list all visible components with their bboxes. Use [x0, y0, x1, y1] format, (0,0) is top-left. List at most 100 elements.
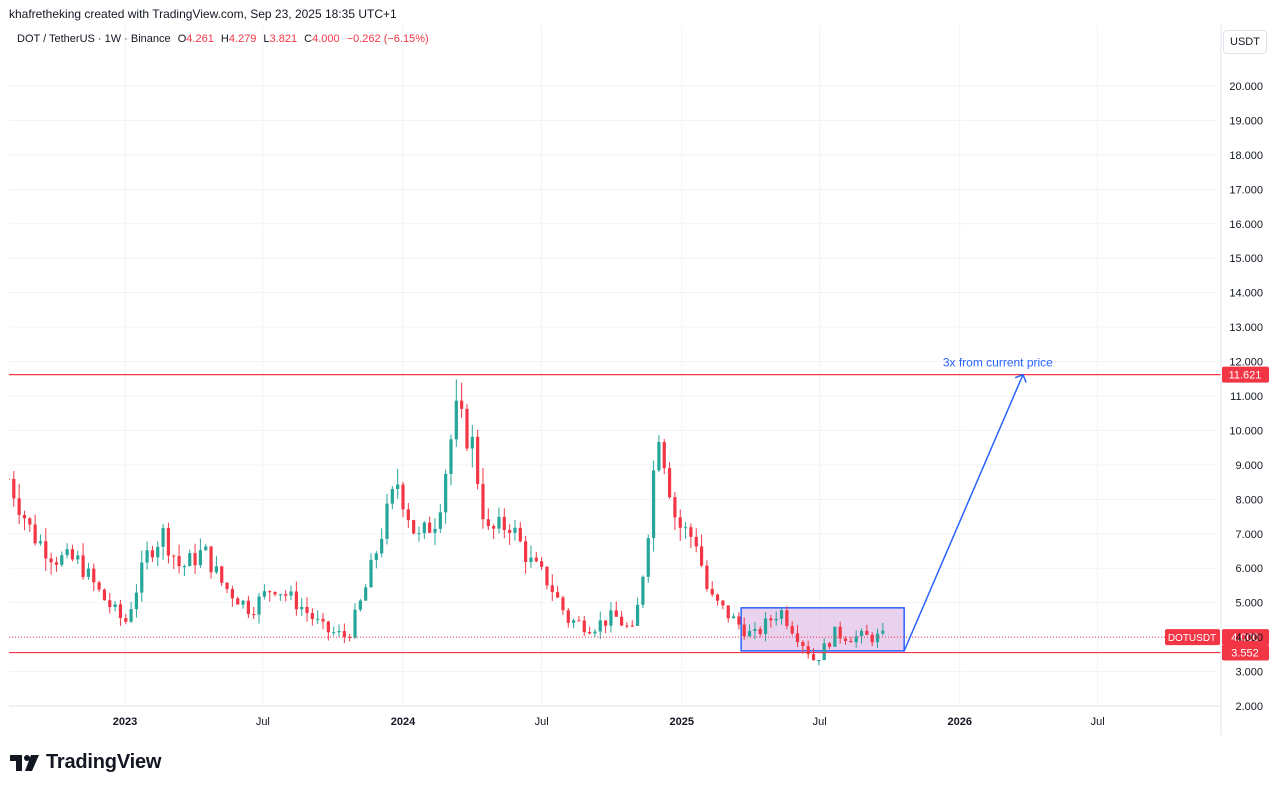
candle-body	[710, 588, 714, 595]
candle-body	[76, 555, 80, 560]
candle-body	[182, 566, 187, 568]
candle-body	[603, 620, 608, 626]
candle-body	[380, 538, 384, 554]
candle-body	[12, 478, 16, 499]
candle-body	[817, 660, 821, 662]
candle-body	[364, 587, 368, 601]
y-tick-label: 8.000	[1235, 494, 1263, 506]
x-tick-label: Jul	[1091, 716, 1105, 728]
candle-body	[481, 483, 485, 520]
candle-body	[390, 489, 394, 504]
candle-body	[534, 557, 538, 562]
candle-body	[753, 629, 757, 631]
candle-body	[28, 518, 32, 525]
candle-body	[204, 546, 208, 551]
candle-body	[70, 549, 75, 560]
candle-body	[300, 606, 304, 610]
candle-body	[699, 546, 704, 566]
symbol-name[interactable]: DOT / TetherUS · 1W · Binance	[17, 33, 171, 45]
candle-body	[230, 589, 234, 599]
candle-body	[374, 553, 378, 560]
candle-body	[497, 516, 501, 529]
candle-body	[44, 541, 48, 559]
candle-body	[646, 538, 650, 577]
candle-body	[268, 591, 272, 593]
candle-body	[129, 609, 133, 622]
candle-body	[172, 555, 176, 557]
candle-body	[337, 631, 341, 633]
currency-button[interactable]: USDT	[1223, 30, 1267, 54]
candle-body	[731, 616, 736, 619]
candle-body	[630, 625, 634, 627]
candle-body	[140, 562, 144, 593]
x-tick-label: 2025	[670, 716, 694, 728]
close-value: 4.000	[312, 33, 340, 45]
candle-body	[550, 585, 554, 593]
symbol-tag	[1165, 629, 1220, 646]
candle-body	[705, 565, 709, 589]
candle-body	[145, 550, 149, 563]
candle-body	[406, 509, 410, 521]
candle-body	[721, 600, 725, 606]
candle-body	[582, 620, 586, 633]
x-tick-label: Jul	[535, 716, 549, 728]
candle-body	[465, 408, 469, 449]
tradingview-brand[interactable]: TradingView	[10, 751, 161, 774]
candle-body	[678, 517, 682, 528]
candle-body	[747, 630, 752, 637]
candle-body	[241, 600, 245, 605]
candle-body	[524, 541, 528, 562]
candle-body	[60, 555, 64, 565]
candle-body	[881, 630, 885, 634]
candle-body	[161, 528, 165, 547]
candle-body	[54, 562, 59, 565]
y-tick-label: 13.000	[1229, 322, 1263, 334]
candle-body	[65, 549, 69, 556]
candle-body	[486, 519, 490, 527]
close-label: C	[304, 33, 313, 45]
candle-body	[118, 604, 123, 619]
candle-body	[220, 566, 224, 583]
y-tick-label: 16.000	[1229, 219, 1263, 231]
candle-body	[470, 436, 474, 449]
candle-body	[305, 606, 309, 614]
price-chart[interactable]: 11.621 3.552 DOTUSDT 4.000 3x from current …	[9, 0, 1272, 735]
y-tick-label: 17.000	[1229, 184, 1263, 196]
candle-body	[614, 610, 618, 617]
candle-body	[875, 633, 880, 643]
change-value: −0.262 (−6.15%)	[346, 33, 429, 45]
candle-body	[508, 529, 512, 533]
projection-arrow	[903, 373, 1027, 652]
candle-body	[673, 497, 677, 518]
candle-body	[166, 528, 171, 556]
chart-credit: khafretheking created with TradingView.c…	[9, 7, 397, 21]
candle-body	[449, 439, 453, 474]
candle-body	[715, 594, 720, 601]
candle-body	[332, 632, 336, 634]
candle-body	[412, 520, 416, 534]
candle-body	[609, 610, 613, 626]
candle-body	[17, 498, 21, 515]
low-label: L	[263, 33, 270, 45]
y-tick-label: 7.000	[1235, 529, 1263, 541]
candle-body	[811, 654, 816, 661]
candle-body	[769, 618, 773, 621]
candle-body	[561, 597, 565, 611]
y-tick-label: 12.000	[1229, 357, 1263, 369]
y-tick-label: 18.000	[1229, 150, 1263, 162]
level-price-label: 11.621	[1229, 370, 1262, 382]
candle-body	[870, 634, 874, 643]
candle-body	[198, 550, 203, 566]
x-tick-label: Jul	[813, 716, 827, 728]
y-tick-label: 20.000	[1229, 81, 1263, 93]
candle-body	[694, 536, 698, 547]
candle-body	[188, 553, 192, 567]
candle-body	[369, 559, 373, 588]
y-tick-label: 11.000	[1230, 391, 1263, 403]
candle-body	[779, 610, 784, 619]
candle-body	[795, 633, 800, 643]
candle-body	[348, 636, 352, 638]
high-label: H	[220, 33, 229, 45]
y-tick-label: 3.000	[1235, 667, 1263, 679]
candle-body	[273, 592, 277, 595]
